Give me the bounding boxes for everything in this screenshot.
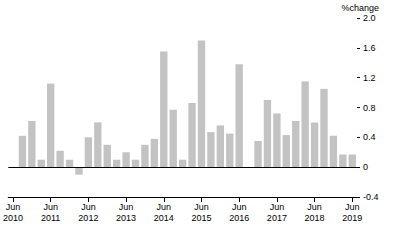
svg-text:2014: 2014	[154, 213, 174, 223]
svg-text:2018: 2018	[305, 213, 325, 223]
svg-text:Jun: Jun	[345, 202, 360, 212]
svg-text:2013: 2013	[116, 213, 136, 223]
svg-text:0.8: 0.8	[363, 103, 376, 113]
svg-text:2019: 2019	[342, 213, 362, 223]
svg-text:Jun: Jun	[232, 202, 247, 212]
svg-text:1.2: 1.2	[363, 73, 376, 83]
svg-text:Jun: Jun	[119, 202, 134, 212]
svg-text:Jun: Jun	[157, 202, 172, 212]
svg-text:Jun: Jun	[81, 202, 96, 212]
svg-text:Jun: Jun	[43, 202, 58, 212]
svg-text:2015: 2015	[191, 213, 211, 223]
svg-text:Jun: Jun	[307, 202, 322, 212]
svg-text:Jun: Jun	[194, 202, 209, 212]
svg-text:2012: 2012	[78, 213, 98, 223]
svg-text:Jun: Jun	[6, 202, 21, 212]
svg-text:2.0: 2.0	[363, 13, 376, 23]
svg-text:0.4: 0.4	[363, 132, 376, 142]
svg-text:2016: 2016	[229, 213, 249, 223]
svg-text:2011: 2011	[41, 213, 60, 223]
svg-text:-0.4: -0.4	[363, 192, 379, 202]
svg-text:2017: 2017	[267, 213, 287, 223]
svg-text:2010: 2010	[3, 213, 23, 223]
svg-text:Jun: Jun	[270, 202, 285, 212]
svg-text:%change: %change	[341, 3, 379, 13]
svg-text:0: 0	[363, 162, 368, 172]
svg-text:1.6: 1.6	[363, 43, 376, 53]
